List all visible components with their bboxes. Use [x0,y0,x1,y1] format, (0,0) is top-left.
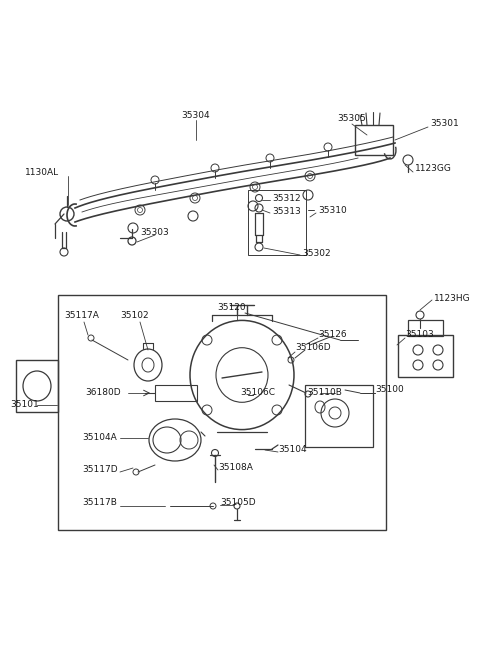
Text: 1123GG: 1123GG [415,164,452,172]
Bar [408,320,443,336]
Text: 35312: 35312 [272,193,300,202]
Text: 35108A: 35108A [218,464,253,472]
Text: 35105D: 35105D [220,498,256,508]
Text: 35120: 35120 [218,303,246,312]
Text: 35117B: 35117B [83,498,118,508]
Text: 35102: 35102 [120,310,149,320]
Text: 35101: 35101 [11,400,39,409]
Bar [58,295,386,530]
Text: 35117D: 35117D [82,466,118,474]
Text: 35103: 35103 [405,331,434,339]
Text: 35106C: 35106C [240,388,275,398]
Text: 35303: 35303 [141,227,169,236]
Text: 35305: 35305 [337,113,366,122]
Text: 35110B: 35110B [307,388,342,398]
Bar [355,125,393,155]
Text: 35302: 35302 [302,248,331,257]
Bar [305,385,373,447]
Text: 35301: 35301 [430,119,459,128]
Text: 35104: 35104 [278,445,307,455]
Text: 1123HG: 1123HG [434,293,470,303]
Text: 35104A: 35104A [83,434,118,443]
Bar [398,335,453,377]
Text: 35106D: 35106D [295,343,331,352]
Bar [155,385,197,401]
Text: 35313: 35313 [272,206,301,215]
Text: 1130AL: 1130AL [25,168,59,176]
Bar [16,360,58,412]
Text: 35304: 35304 [182,111,210,119]
Text: 35100: 35100 [375,386,404,394]
Text: 36180D: 36180D [85,388,121,398]
Text: 35126: 35126 [318,331,347,339]
Text: 35117A: 35117A [65,310,99,320]
Text: 35310: 35310 [318,206,347,214]
Bar [248,190,306,255]
